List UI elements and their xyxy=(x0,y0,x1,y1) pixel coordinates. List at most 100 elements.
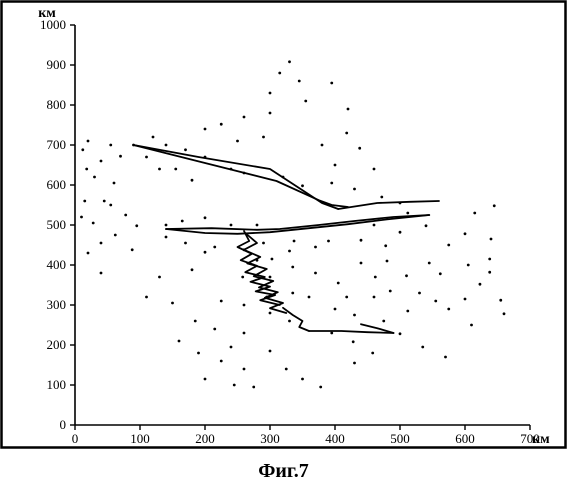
scatter-point xyxy=(230,346,233,349)
y-tick-label: 100 xyxy=(47,377,67,392)
scatter-point xyxy=(197,352,200,355)
trace-line xyxy=(309,331,394,333)
scatter-point xyxy=(347,108,350,111)
scatter-point xyxy=(314,272,317,275)
scatter-point xyxy=(243,116,246,119)
scatter-point xyxy=(191,179,194,182)
scatter-point xyxy=(353,188,356,191)
scatter-point xyxy=(382,320,385,323)
scatter-point xyxy=(321,144,324,147)
scatter-point xyxy=(256,224,259,227)
scatter-point xyxy=(374,276,377,279)
scatter-point xyxy=(174,168,177,171)
scatter-point xyxy=(100,272,103,275)
figure-7: { "caption": "Фиг.7", "x_axis": { "label… xyxy=(0,0,567,500)
scatter-point xyxy=(353,314,356,317)
scatter-point xyxy=(158,276,161,279)
scatter-point xyxy=(184,148,187,151)
trace-line xyxy=(283,308,309,331)
scatter-point xyxy=(488,258,491,261)
scatter-point xyxy=(236,140,239,143)
scatter-point xyxy=(81,148,84,151)
scatter-point xyxy=(330,332,333,335)
scatter-point xyxy=(371,352,374,355)
scatter-point xyxy=(288,250,291,253)
scatter-point xyxy=(334,164,337,167)
scatter-point xyxy=(220,300,223,303)
scatter-point xyxy=(93,176,96,179)
scatter-point xyxy=(360,239,363,242)
scatter-point xyxy=(119,155,122,158)
scatter-point xyxy=(405,274,408,277)
x-tick-label: 0 xyxy=(72,431,79,446)
scatter-point xyxy=(145,156,148,159)
scatter-point xyxy=(278,72,281,75)
scatter-point xyxy=(406,310,409,313)
scatter-point xyxy=(386,260,389,263)
y-tick-label: 400 xyxy=(47,257,67,272)
scatter-point xyxy=(204,378,207,381)
scatter-point xyxy=(100,242,103,245)
scatter-point xyxy=(204,251,207,254)
scatter-point xyxy=(444,356,447,359)
trace-line xyxy=(338,201,439,209)
scatter-point xyxy=(418,292,421,295)
x-tick-label: 500 xyxy=(390,431,410,446)
scatter-point xyxy=(213,246,216,249)
scatter-point xyxy=(291,292,294,295)
scatter-point xyxy=(87,252,90,255)
scatter-point xyxy=(330,82,333,85)
scatter-point xyxy=(467,264,470,267)
scatter-point xyxy=(165,236,168,239)
scatter-point xyxy=(288,60,291,63)
y-tick-label: 600 xyxy=(47,177,67,192)
scatter-point xyxy=(337,282,340,285)
scatter-point xyxy=(493,204,496,207)
scatter-point xyxy=(499,299,502,302)
scatter-point xyxy=(503,312,506,315)
scatter-point xyxy=(439,272,442,275)
scatter-point xyxy=(330,182,333,185)
scatter-point xyxy=(293,240,296,243)
scatter-point xyxy=(285,368,288,371)
scatter-point xyxy=(271,258,274,261)
scatter-point xyxy=(353,362,356,365)
scatter-point xyxy=(373,168,376,171)
scatter-point xyxy=(352,340,355,343)
x-tick-label: 100 xyxy=(130,431,150,446)
scatter-point xyxy=(399,231,402,234)
scatter-point xyxy=(399,332,402,335)
scatter-point xyxy=(252,386,255,389)
scatter-point xyxy=(380,196,383,199)
scatter-point xyxy=(406,212,409,215)
scatter-point xyxy=(80,216,83,219)
scatter-point xyxy=(304,100,307,103)
y-tick-label: 300 xyxy=(47,297,67,312)
scatter-point xyxy=(262,136,265,139)
scatter-point xyxy=(165,144,168,147)
scatter-point xyxy=(100,160,103,163)
scatter-point xyxy=(243,304,246,307)
scatter-point xyxy=(113,182,116,185)
scatter-point xyxy=(181,220,184,223)
y-axis-label: км xyxy=(38,6,56,21)
scatter-point xyxy=(204,216,207,219)
scatter-point xyxy=(470,324,473,327)
trace-line xyxy=(134,145,339,209)
scatter-point xyxy=(114,234,117,237)
y-tick-label: 900 xyxy=(47,57,67,72)
trace-line xyxy=(134,145,349,207)
scatter-point xyxy=(269,92,272,95)
outer-border xyxy=(2,2,566,448)
scatter-point xyxy=(421,346,424,349)
scatter-point xyxy=(434,300,437,303)
scatter-point xyxy=(288,320,291,323)
scatter-point xyxy=(109,204,112,207)
scatter-point xyxy=(291,266,294,269)
scatter-point xyxy=(345,296,348,299)
y-tick-label: 0 xyxy=(60,417,67,432)
scatter-point xyxy=(314,246,317,249)
scatter-point xyxy=(204,128,207,131)
scatter-point xyxy=(334,308,337,311)
scatter-point xyxy=(447,308,450,311)
